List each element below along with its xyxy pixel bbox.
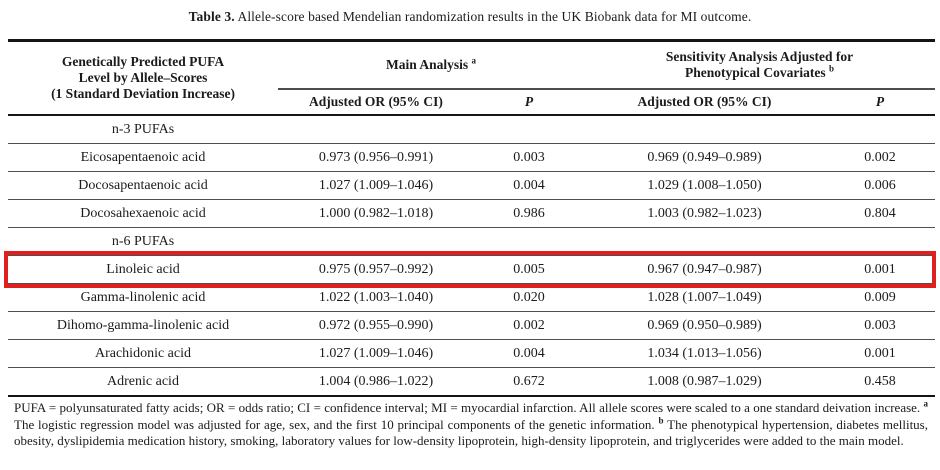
header-pufa-level: Genetically Predicted PUFA Level by Alle… bbox=[8, 40, 278, 116]
cell-pufa-name: Arachidonic acid bbox=[8, 339, 278, 368]
cell-p-main: 0.004 bbox=[474, 339, 584, 368]
cell-p-main: 0.002 bbox=[474, 311, 584, 340]
cell-pufa-name: Docosapentaenoic acid bbox=[8, 171, 278, 200]
table-row-docosahexaenoic-acid: Docosahexaenoic acid 1.000 (0.982–1.018)… bbox=[8, 199, 935, 228]
cell-or-sensitivity: 1.008 (0.987–1.029) bbox=[584, 367, 825, 396]
subheader-or-sensitivity: Adjusted OR (95% CI) bbox=[584, 88, 825, 116]
table-caption-label: Table 3. bbox=[188, 9, 235, 24]
cell-or-main: 1.000 (0.982–1.018) bbox=[278, 199, 474, 228]
footnote-abbreviations: PUFA = polyunsaturated fatty acids; OR =… bbox=[14, 400, 924, 415]
table-row-arachidonic-acid: Arachidonic acid 1.027 (1.009–1.046) 0.0… bbox=[8, 339, 935, 368]
cell-p-sensitivity: 0.804 bbox=[825, 199, 935, 228]
cell-or-main: 0.975 (0.957–0.992) bbox=[278, 255, 474, 284]
cell-or-main: 1.027 (1.009–1.046) bbox=[278, 171, 474, 200]
cell-or-sensitivity: 1.028 (1.007–1.049) bbox=[584, 283, 825, 312]
cell-or-main bbox=[278, 115, 474, 144]
header-pufa-level-line3: (1 Standard Deviation Increase) bbox=[51, 86, 235, 101]
cell-p-main: 0.005 bbox=[474, 255, 584, 284]
cell-p-sensitivity bbox=[825, 227, 935, 256]
section-row-n3-pufas: n-3 PUFAs bbox=[8, 115, 935, 144]
sub-header-row: Adjusted OR (95% CI) P Adjusted OR (95% … bbox=[8, 88, 935, 116]
header-main-analysis: Main Analysis a bbox=[278, 41, 584, 90]
header-main-analysis-superscript: a bbox=[471, 55, 477, 66]
cell-p-sensitivity: 0.006 bbox=[825, 171, 935, 200]
subheader-or-main: Adjusted OR (95% CI) bbox=[278, 88, 474, 116]
table-row-dihomo-gamma-linolenic-acid: Dihomo-gamma-linolenic acid 0.972 (0.955… bbox=[8, 311, 935, 340]
subheader-p-main: P bbox=[474, 88, 584, 116]
cell-or-sensitivity: 1.029 (1.008–1.050) bbox=[584, 171, 825, 200]
table-row-docosapentaenoic-acid: Docosapentaenoic acid 1.027 (1.009–1.046… bbox=[8, 171, 935, 200]
cell-pufa-name: Docosahexaenoic acid bbox=[8, 199, 278, 228]
cell-pufa-name: Gamma-linolenic acid bbox=[8, 283, 278, 312]
cell-or-sensitivity bbox=[584, 115, 825, 144]
footnote-note-b: The phenotypical hypertension, diabetes … bbox=[14, 416, 928, 449]
section-label: n-3 PUFAs bbox=[111, 121, 175, 137]
cell-p-main: 0.986 bbox=[474, 199, 584, 228]
mendelian-randomization-table: Genetically Predicted PUFA Level by Alle… bbox=[8, 39, 935, 397]
cell-p-sensitivity: 0.458 bbox=[825, 367, 935, 396]
cell-or-main: 0.973 (0.956–0.991) bbox=[278, 143, 474, 172]
cell-p-main: 0.672 bbox=[474, 367, 584, 396]
header-main-analysis-label: Main Analysis bbox=[385, 57, 472, 72]
cell-or-main bbox=[278, 227, 474, 256]
header-sensitivity-line2-label: Phenotypical Covariates bbox=[684, 65, 829, 80]
cell-p-sensitivity bbox=[825, 115, 935, 144]
table-caption: Table 3. Allele-score based Mendelian ra… bbox=[0, 9, 940, 25]
section-label: n-6 PUFAs bbox=[8, 227, 278, 256]
cell-pufa-name: Adrenic acid bbox=[8, 367, 278, 396]
header-sensitivity-superscript: b bbox=[828, 63, 834, 74]
table-row-gamma-linolenic-acid: Gamma-linolenic acid 1.022 (1.003–1.040)… bbox=[8, 283, 935, 312]
footnote-superscript-a: a bbox=[923, 398, 929, 409]
group-header-row: Genetically Predicted PUFA Level by Alle… bbox=[8, 40, 935, 116]
cell-p-main: 0.020 bbox=[474, 283, 584, 312]
cell-p-sensitivity: 0.009 bbox=[825, 283, 935, 312]
table-row-eicosapentaenoic-acid: Eicosapentaenoic acid 0.973 (0.956–0.991… bbox=[8, 143, 935, 172]
header-sensitivity-analysis: Sensitivity Analysis Adjusted for Phenot… bbox=[584, 41, 935, 90]
footnote-note-a: The logistic regression model was adjust… bbox=[14, 416, 659, 432]
cell-or-sensitivity: 0.967 (0.947–0.987) bbox=[584, 255, 825, 284]
cell-or-main: 1.004 (0.986–1.022) bbox=[278, 367, 474, 396]
cell-p-main: 0.004 bbox=[474, 171, 584, 200]
cell-pufa-name: Linoleic acid bbox=[8, 255, 278, 284]
cell-p-main: 0.003 bbox=[474, 143, 584, 172]
header-sensitivity-line1: Sensitivity Analysis Adjusted for bbox=[665, 49, 854, 64]
cell-pufa-name: Dihomo-gamma-linolenic acid bbox=[8, 311, 278, 340]
footnote-superscript-b: b bbox=[658, 415, 664, 426]
header-pufa-level-line2: Level by Allele–Scores bbox=[78, 70, 208, 85]
cell-pufa-name: Eicosapentaenoic acid bbox=[8, 143, 278, 172]
cell-p-sensitivity: 0.002 bbox=[825, 143, 935, 172]
header-sensitivity-line2: Phenotypical Covariates b bbox=[588, 63, 931, 81]
table-row-adrenic-acid: Adrenic acid 1.004 (0.986–1.022) 0.672 1… bbox=[8, 367, 935, 396]
table-row-linoleic-acid-highlighted: Linoleic acid 0.975 (0.957–0.992) 0.005 … bbox=[8, 255, 935, 284]
cell-or-sensitivity: 0.969 (0.949–0.989) bbox=[584, 143, 825, 172]
table-header: Genetically Predicted PUFA Level by Alle… bbox=[8, 40, 935, 116]
cell-p-sensitivity: 0.001 bbox=[825, 255, 935, 284]
cell-p-sensitivity: 0.001 bbox=[825, 339, 935, 368]
cell-or-sensitivity: 1.003 (0.982–1.023) bbox=[584, 199, 825, 228]
cell-or-sensitivity: 0.969 (0.950–0.989) bbox=[584, 311, 825, 340]
subheader-p-sensitivity: P bbox=[825, 88, 935, 116]
cell-p-sensitivity: 0.003 bbox=[825, 311, 935, 340]
cell-p-main bbox=[474, 115, 584, 144]
cell-p-main bbox=[474, 227, 584, 256]
header-pufa-level-line1: Genetically Predicted PUFA bbox=[61, 54, 225, 69]
cell-or-sensitivity: 1.034 (1.013–1.056) bbox=[584, 339, 825, 368]
table-body: n-3 PUFAs Eicosapentaenoic acid 0.973 (0… bbox=[8, 115, 935, 396]
cell-or-main: 1.027 (1.009–1.046) bbox=[278, 339, 474, 368]
table-caption-text: Allele-score based Mendelian randomizati… bbox=[234, 9, 752, 24]
section-row-n6-pufas: n-6 PUFAs bbox=[8, 227, 935, 256]
table-footnote: PUFA = polyunsaturated fatty acids; OR =… bbox=[14, 398, 929, 450]
cell-or-main: 0.972 (0.955–0.990) bbox=[278, 311, 474, 340]
cell-or-sensitivity bbox=[584, 227, 825, 256]
cell-or-main: 1.022 (1.003–1.040) bbox=[278, 283, 474, 312]
